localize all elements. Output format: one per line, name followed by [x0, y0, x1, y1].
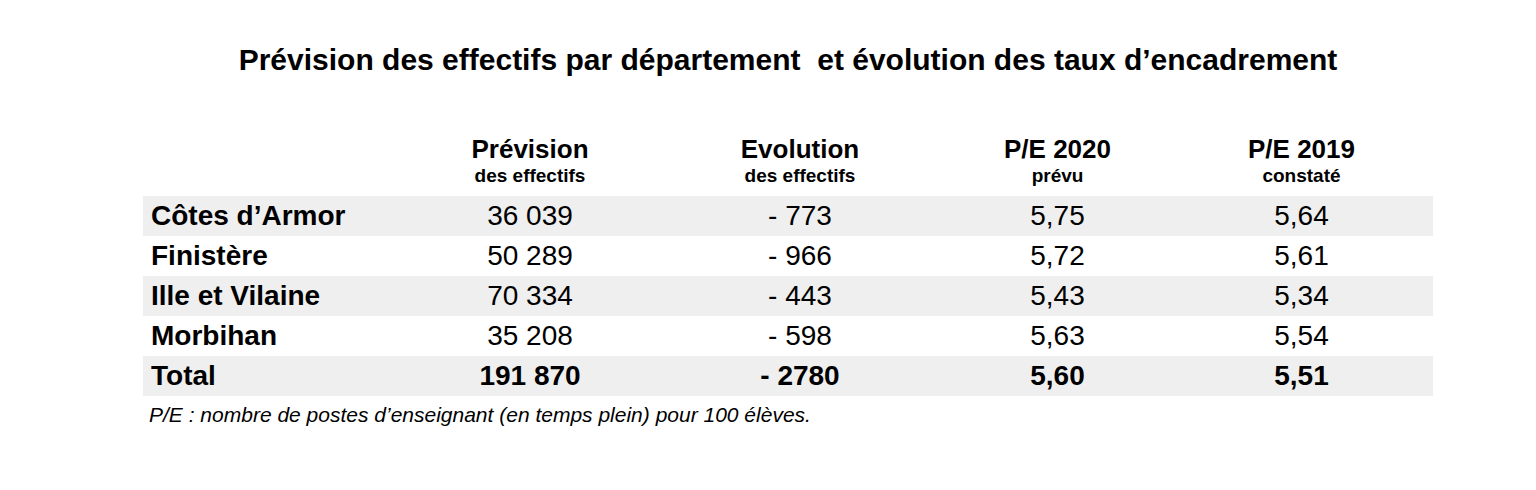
page-title: Prévision des effectifs par département … [143, 44, 1433, 76]
header-pe2019: P/E 2019 constaté [1170, 132, 1433, 196]
cell-department: Morbihan [143, 316, 405, 356]
cell-prevision: 35 208 [405, 316, 655, 356]
footnote: P/E : nombre de postes d’enseignant (en … [143, 401, 1433, 429]
cell-evolution: - 773 [655, 196, 945, 236]
cell-evolution: - 443 [655, 276, 945, 316]
table-row: Finistère 50 289 - 966 5,72 5,61 [143, 236, 1433, 276]
cell-department: Finistère [143, 236, 405, 276]
cell-pe2020: 5,72 [945, 236, 1170, 276]
header-pe2019-label: P/E 2019 [1170, 134, 1433, 164]
cell-evolution: - 598 [655, 316, 945, 356]
cell-pe2020: 5,75 [945, 196, 1170, 236]
table-row: Ille et Vilaine 70 334 - 443 5,43 5,34 [143, 276, 1433, 316]
table-row-total: Total 191 870 - 2780 5,60 5,51 [143, 356, 1433, 396]
header-evolution-label: Evolution [655, 134, 945, 164]
header-department-empty [143, 132, 405, 196]
cell-pe2019: 5,51 [1170, 356, 1433, 396]
cell-pe2020: 5,60 [945, 356, 1170, 396]
header-prevision-label: Prévision [405, 134, 655, 164]
table-row: Côtes d’Armor 36 039 - 773 5,75 5,64 [143, 196, 1433, 236]
cell-evolution: - 2780 [655, 356, 945, 396]
cell-department: Ille et Vilaine [143, 276, 405, 316]
cell-prevision: 36 039 [405, 196, 655, 236]
header-pe2020-label: P/E 2020 [945, 134, 1170, 164]
header-evolution-sublabel: des effectifs [655, 164, 945, 188]
header-row: Prévision des effectifs Evolution des ef… [143, 132, 1433, 196]
cell-department: Côtes d’Armor [143, 196, 405, 236]
header-pe2019-sublabel: constaté [1170, 164, 1433, 188]
cell-pe2019: 5,61 [1170, 236, 1433, 276]
cell-pe2019: 5,34 [1170, 276, 1433, 316]
cell-evolution: - 966 [655, 236, 945, 276]
effectifs-table: Prévision des effectifs Evolution des ef… [143, 132, 1433, 396]
document-content: Prévision des effectifs par département … [143, 0, 1433, 429]
cell-pe2019: 5,64 [1170, 196, 1433, 236]
header-prevision: Prévision des effectifs [405, 132, 655, 196]
cell-department: Total [143, 356, 405, 396]
table-header: Prévision des effectifs Evolution des ef… [143, 132, 1433, 196]
cell-prevision: 191 870 [405, 356, 655, 396]
table-body: Côtes d’Armor 36 039 - 773 5,75 5,64 Fin… [143, 196, 1433, 396]
cell-pe2020: 5,63 [945, 316, 1170, 356]
header-evolution: Evolution des effectifs [655, 132, 945, 196]
header-pe2020-sublabel: prévu [945, 164, 1170, 188]
cell-prevision: 50 289 [405, 236, 655, 276]
cell-pe2020: 5,43 [945, 276, 1170, 316]
cell-pe2019: 5,54 [1170, 316, 1433, 356]
header-prevision-sublabel: des effectifs [405, 164, 655, 188]
table-row: Morbihan 35 208 - 598 5,63 5,54 [143, 316, 1433, 356]
header-pe2020: P/E 2020 prévu [945, 132, 1170, 196]
cell-prevision: 70 334 [405, 276, 655, 316]
